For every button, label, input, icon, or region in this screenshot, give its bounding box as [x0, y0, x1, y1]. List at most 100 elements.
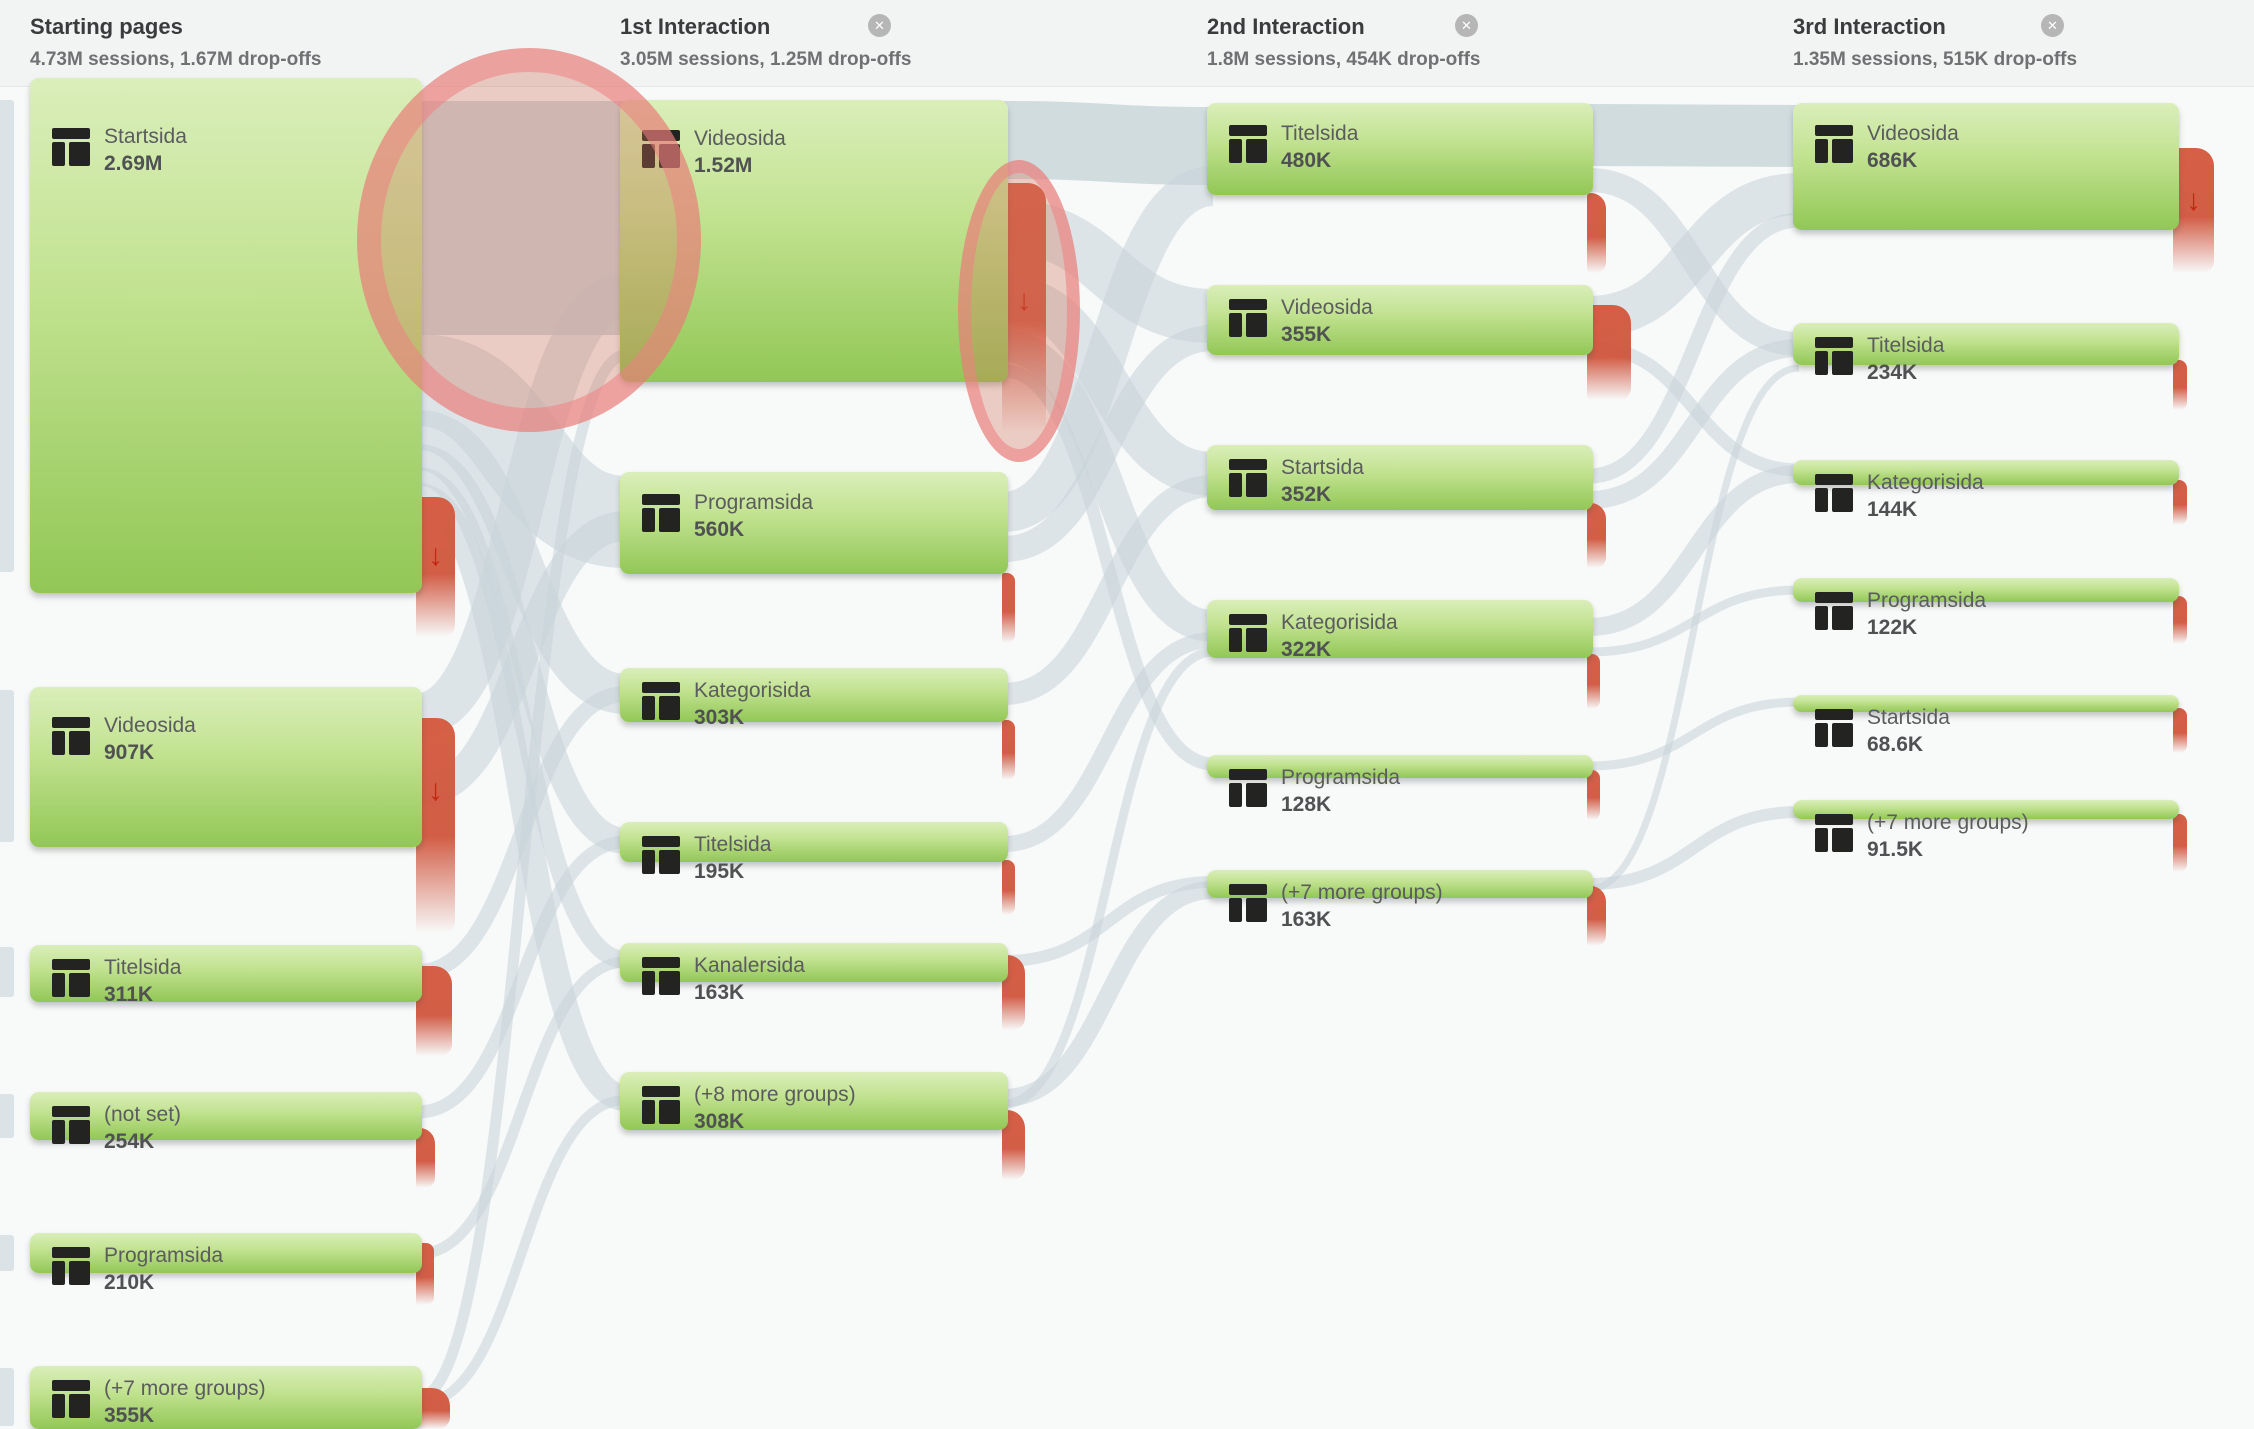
node-text: (+7 more groups) 91.5K [1867, 810, 2029, 863]
node-label: Videosida [694, 127, 786, 150]
page-group-icon [1815, 474, 1853, 512]
flow-band [417, 1095, 627, 1409]
close-icon[interactable]: ✕ [2041, 14, 2064, 37]
column-title: Starting pages [30, 14, 183, 39]
dropoff-indicator [1002, 860, 1015, 915]
flow-node-programsida[interactable]: Programsida 128K [1207, 755, 1593, 816]
flow-band [1587, 173, 1801, 338]
node-value: 1.52M [694, 154, 753, 177]
node-text: Titelsida 480K [1281, 121, 1358, 174]
page-group-icon [1815, 125, 1853, 163]
node-value: 128K [1281, 793, 1332, 816]
node-value: 355K [1281, 323, 1332, 346]
flow-node-titelsida[interactable]: Titelsida 195K [620, 822, 1008, 883]
dropoff-indicator [2173, 814, 2187, 872]
flow-node-videosida[interactable]: Videosida 1.52M [620, 100, 1008, 382]
flow-node-programsida[interactable]: Programsida 560K [620, 472, 1008, 574]
close-icon[interactable]: ✕ [1455, 14, 1478, 37]
page-group-icon [52, 717, 90, 755]
close-icon[interactable]: ✕ [868, 14, 891, 37]
flow-node-titelsida[interactable]: Titelsida 234K [1793, 323, 2179, 384]
flow-band [415, 483, 629, 1111]
dropoff-indicator [2173, 480, 2187, 525]
page-group-icon [642, 1086, 680, 1124]
flow-node-startsida[interactable]: Startsida 352K [1207, 445, 1593, 510]
node-value: 122K [1867, 616, 1918, 639]
node-text: (+7 more groups) 163K [1281, 880, 1443, 933]
page-group-icon [52, 1106, 90, 1144]
page-group-icon [1229, 884, 1267, 922]
page-group-icon [1229, 125, 1267, 163]
node-text: Startsida 352K [1281, 455, 1364, 508]
flow-node-kategorisida[interactable]: Kategorisida 322K [1207, 600, 1593, 661]
flow-band [1588, 465, 1800, 636]
dropoff-indicator [416, 1128, 435, 1188]
dropoff-indicator: ↓ [2173, 148, 2214, 273]
edge-flow-stub [0, 690, 14, 842]
column-header-3rd-interaction: 3rd Interaction ✕ 1.35M sessions, 515K dro… [1793, 14, 2077, 71]
node-text: (+7 more groups) 355K [104, 1376, 266, 1429]
page-group-icon [1815, 814, 1853, 852]
node-text: Videosida 907K [104, 713, 196, 766]
flow-node-titelsida[interactable]: Titelsida 311K [30, 945, 422, 1006]
edge-flow-stub [0, 947, 14, 997]
dropoff-indicator [1002, 1110, 1025, 1180]
flow-node-videosida[interactable]: Videosida 907K [30, 687, 422, 847]
flow-node-8-more-groups[interactable]: (+8 more groups) 308K [620, 1072, 1008, 1133]
dropoff-indicator [1002, 720, 1015, 780]
node-label: Titelsida [694, 833, 772, 856]
edge-flow-stub [0, 1235, 14, 1271]
flow-node-7-more-groups[interactable]: (+7 more groups) 355K [30, 1366, 422, 1429]
flow-band [1588, 212, 1800, 484]
node-text: Programsida 128K [1281, 765, 1400, 818]
dropoff-indicator [1587, 770, 1600, 820]
page-group-icon [642, 957, 680, 995]
node-value: 163K [1281, 908, 1332, 931]
flow-node-kanalersida[interactable]: Kanalersida 163K [620, 943, 1008, 1004]
flow-node-startsida[interactable]: Startsida 68.6K [1793, 695, 2179, 756]
node-label: Titelsida [1867, 334, 1945, 357]
node-label: Videosida [104, 714, 196, 737]
node-text: Kategorisida 322K [1281, 610, 1398, 663]
node-text: Kategorisida 303K [694, 678, 811, 731]
page-group-icon [1229, 769, 1267, 807]
page-group-icon [52, 1247, 90, 1285]
node-value: 195K [694, 860, 745, 883]
down-arrow-icon: ↓ [428, 774, 443, 808]
dropoff-indicator: ↓ [416, 497, 455, 637]
node-label: Startsida [1867, 706, 1950, 729]
flow-node-programsida[interactable]: Programsida 210K [30, 1233, 422, 1294]
page-group-icon [642, 494, 680, 532]
flow-band [1588, 697, 1800, 771]
flow-node-startsida[interactable]: Startsida 2.69M [30, 78, 422, 593]
flow-node-titelsida[interactable]: Titelsida 480K [1207, 103, 1593, 195]
flow-band [1003, 876, 1214, 967]
node-label: Programsida [694, 491, 814, 514]
page-group-icon [1815, 592, 1853, 630]
flow-node-videosida[interactable]: Videosida 355K [1207, 285, 1593, 355]
flow-node-7-more-groups[interactable]: (+7 more groups) 91.5K [1793, 800, 2179, 861]
dropoff-indicator [1587, 886, 1606, 946]
column-title: 3rd Interaction [1793, 14, 1946, 39]
dropoff-indicator [2173, 596, 2187, 644]
dropoff-indicator [2173, 708, 2187, 753]
edge-flow-stub [0, 100, 14, 572]
flow-node-programsida[interactable]: Programsida 122K [1793, 578, 2179, 639]
flow-band [1588, 104, 1800, 167]
node-text: Titelsida 195K [694, 832, 771, 885]
flow-node-kategorisida[interactable]: Kategorisida 144K [1793, 460, 2179, 521]
page-group-icon [1815, 337, 1853, 375]
column-sessions-summary: 1.35M sessions, 515K drop-offs [1793, 49, 2078, 70]
page-group-icon [52, 959, 90, 997]
page-group-icon [1229, 299, 1267, 337]
node-value: 2.69M [104, 152, 163, 175]
flow-node-videosida[interactable]: Videosida 686K [1793, 103, 2179, 230]
flow-band [1003, 632, 1214, 852]
flow-node-kategorisida[interactable]: Kategorisida 303K [620, 668, 1008, 729]
flow-band [417, 956, 627, 1260]
flow-node-7-more-groups[interactable]: (+7 more groups) 163K [1207, 870, 1593, 931]
flow-node-not-set[interactable]: (not set) 254K [30, 1092, 422, 1153]
dropoff-indicator [2173, 360, 2187, 410]
dropoff-indicator [1587, 654, 1600, 709]
